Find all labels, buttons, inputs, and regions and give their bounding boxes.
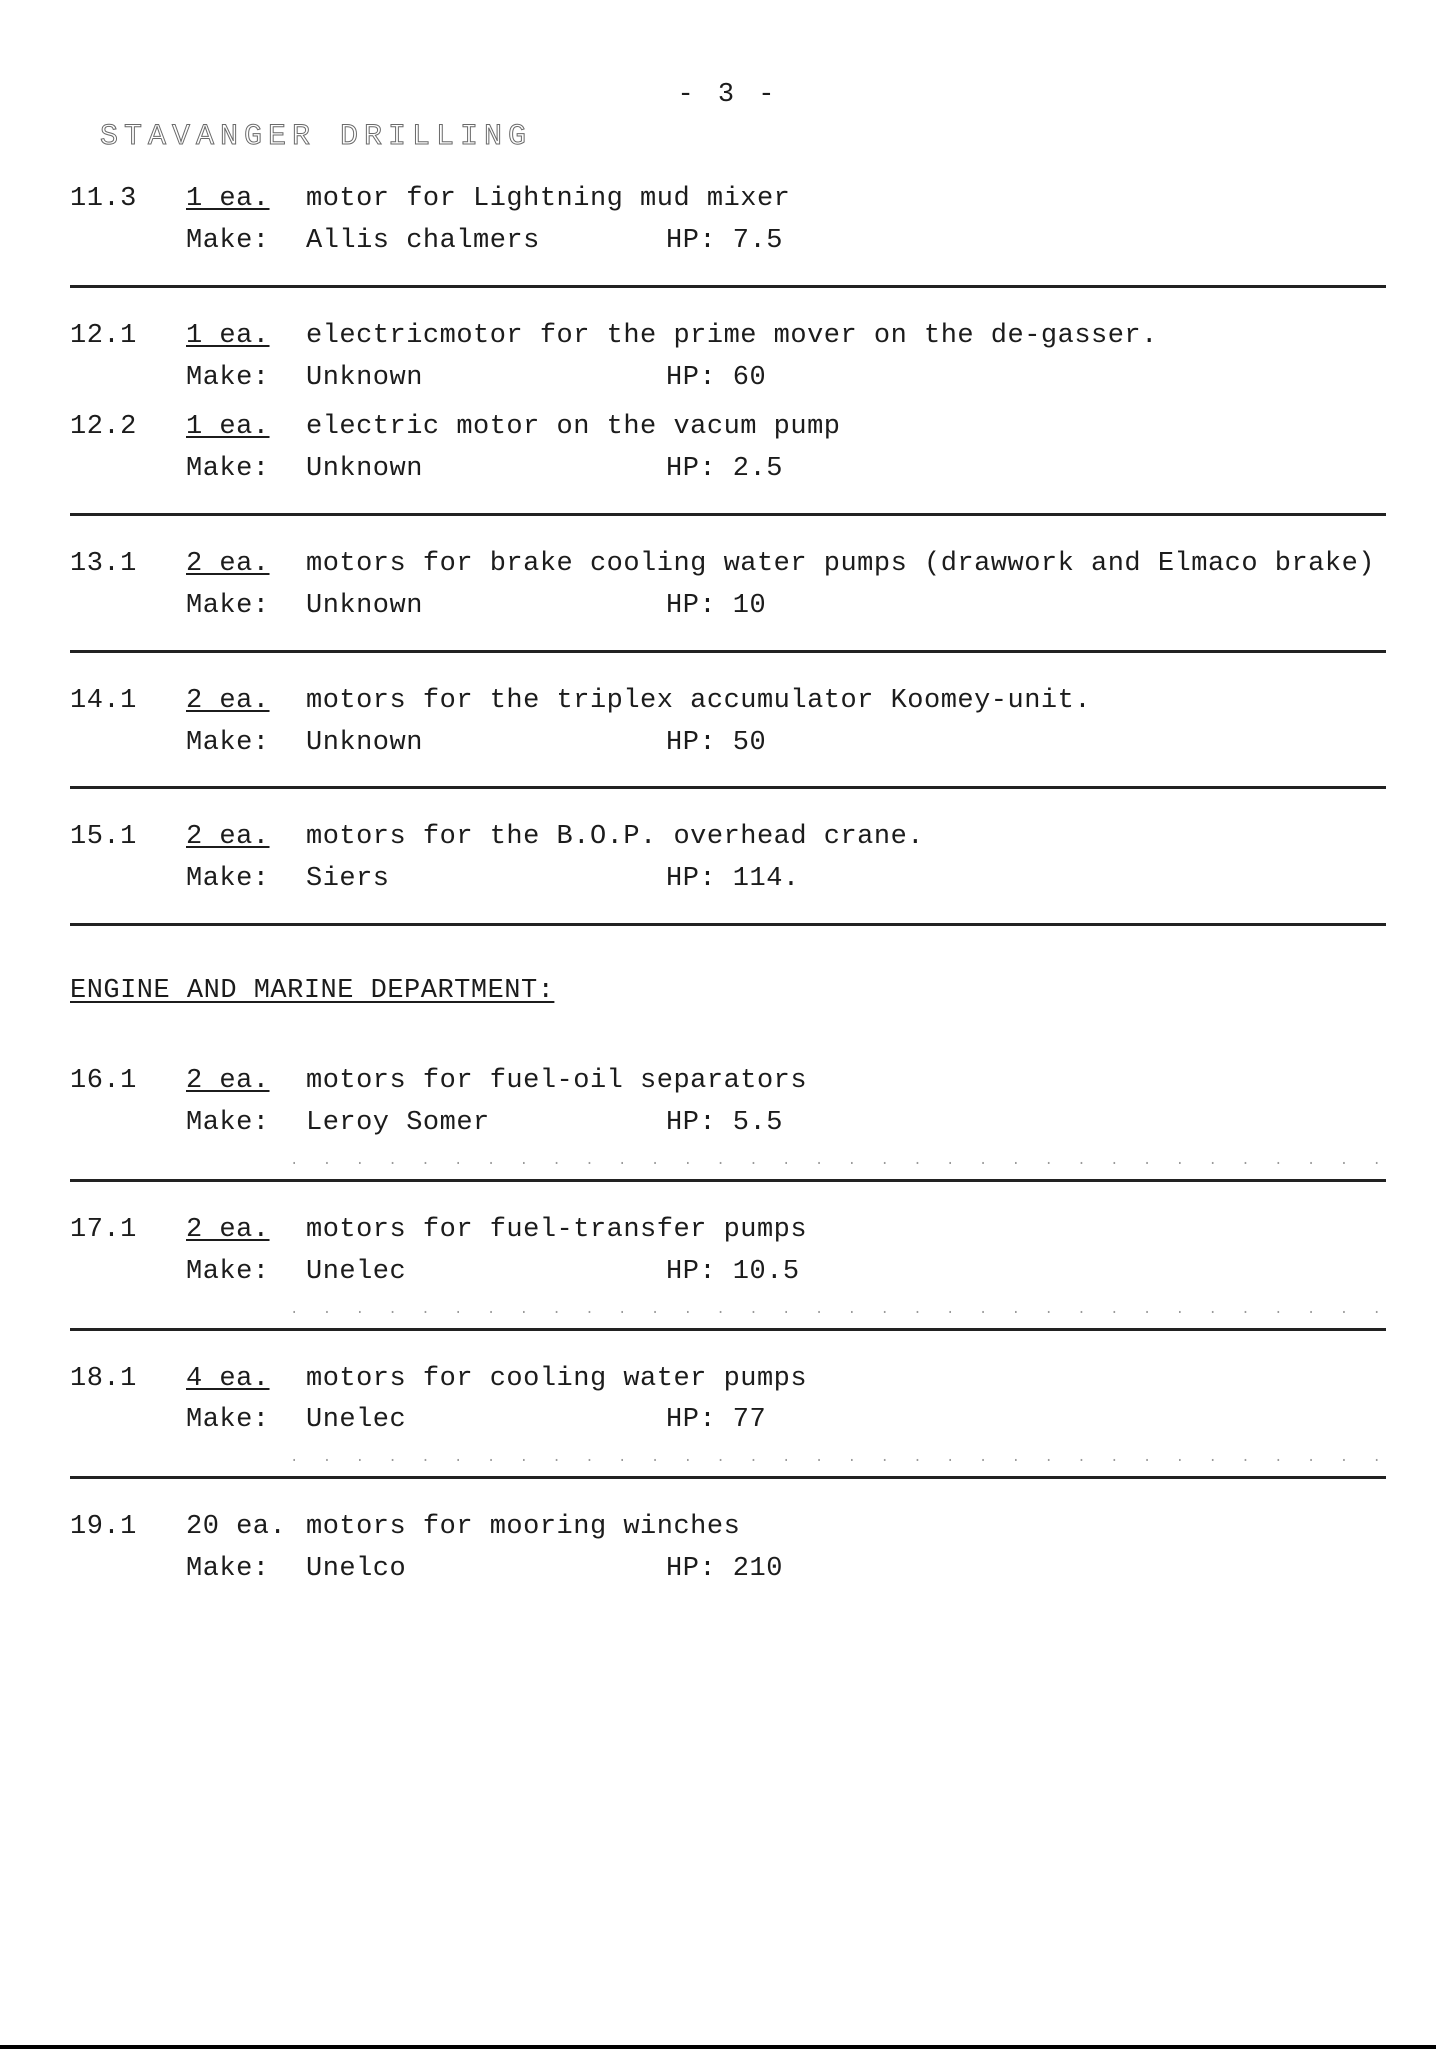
hp-value: HP: 60: [666, 358, 1386, 400]
item-qty: 20 ea.: [186, 1507, 306, 1549]
make-value: Unelec: [306, 1400, 666, 1442]
page-bottom-edge: [0, 2045, 1436, 2049]
item-qty: 1 ea.: [186, 407, 306, 449]
page-number: - 3 -: [70, 80, 1386, 110]
make-value: Unknown: [306, 449, 666, 491]
item-number: 13.1: [70, 544, 186, 586]
item-number: 17.1: [70, 1210, 186, 1252]
divider: [70, 650, 1386, 653]
divider: [70, 1476, 1386, 1479]
item-desc: motors for the triplex accumulator Koome…: [306, 681, 1386, 723]
dotted-rule: . . . . . . . . . . . . . . . . . . . . …: [290, 1450, 1386, 1466]
make-value: Unknown: [306, 586, 666, 628]
item-desc: motors for fuel-oil separators: [306, 1061, 1386, 1103]
item-17-1: 17.1 2 ea. motors for fuel-transfer pump…: [70, 1210, 1386, 1294]
make-label: Make:: [186, 723, 306, 765]
section-heading: ENGINE AND MARINE DEPARTMENT:: [70, 976, 1386, 1006]
item-qty: 4 ea.: [186, 1359, 306, 1401]
item-16-1: 16.1 2 ea. motors for fuel-oil separator…: [70, 1061, 1386, 1145]
make-label: Make:: [186, 1549, 306, 1591]
make-label: Make:: [186, 859, 306, 901]
item-number: 19.1: [70, 1507, 186, 1549]
item-number: 12.2: [70, 407, 186, 449]
hp-value: HP: 10: [666, 586, 1386, 628]
dotted-rule: . . . . . . . . . . . . . . . . . . . . …: [290, 1153, 1386, 1169]
item-11-3: 11.3 1 ea. motor for Lightning mud mixer…: [70, 179, 1386, 263]
make-label: Make:: [186, 1103, 306, 1145]
hp-value: HP: 114.: [666, 859, 1386, 901]
hp-value: HP: 5.5: [666, 1103, 1386, 1145]
make-value: Unelec: [306, 1252, 666, 1294]
hp-value: HP: 10.5: [666, 1252, 1386, 1294]
divider: [70, 1179, 1386, 1182]
item-number: 12.1: [70, 316, 186, 358]
item-qty: 2 ea.: [186, 1210, 306, 1252]
divider: [70, 923, 1386, 926]
item-number: 18.1: [70, 1359, 186, 1401]
make-value: Allis chalmers: [306, 221, 666, 263]
make-value: Unknown: [306, 358, 666, 400]
item-qty: 1 ea.: [186, 316, 306, 358]
item-desc: electric motor on the vacum pump: [306, 407, 1386, 449]
item-desc: electricmotor for the prime mover on the…: [306, 316, 1386, 358]
make-value: Leroy Somer: [306, 1103, 666, 1145]
item-qty: 2 ea.: [186, 817, 306, 859]
dotted-rule: . . . . . . . . . . . . . . . . . . . . …: [290, 1302, 1386, 1318]
hp-value: HP: 77: [666, 1400, 1386, 1442]
make-label: Make:: [186, 358, 306, 400]
item-qty: 1 ea.: [186, 179, 306, 221]
item-number: 16.1: [70, 1061, 186, 1103]
make-value: Unknown: [306, 723, 666, 765]
item-desc: motors for brake cooling water pumps (dr…: [306, 544, 1386, 586]
item-12-1: 12.1 1 ea. electricmotor for the prime m…: [70, 316, 1386, 400]
item-14-1: 14.1 2 ea. motors for the triplex accumu…: [70, 681, 1386, 765]
hp-value: HP: 210: [666, 1549, 1386, 1591]
item-number: 14.1: [70, 681, 186, 723]
item-number: 15.1: [70, 817, 186, 859]
item-qty: 2 ea.: [186, 1061, 306, 1103]
item-number: 11.3: [70, 179, 186, 221]
make-label: Make:: [186, 221, 306, 263]
item-desc: motors for cooling water pumps: [306, 1359, 1386, 1401]
divider: [70, 786, 1386, 789]
make-label: Make:: [186, 1252, 306, 1294]
item-desc: motors for mooring winches: [306, 1507, 1386, 1549]
item-desc: motor for Lightning mud mixer: [306, 179, 1386, 221]
item-qty: 2 ea.: [186, 544, 306, 586]
item-19-1: 19.1 20 ea. motors for mooring winches M…: [70, 1507, 1386, 1591]
divider: [70, 285, 1386, 288]
make-label: Make:: [186, 1400, 306, 1442]
item-15-1: 15.1 2 ea. motors for the B.O.P. overhea…: [70, 817, 1386, 901]
make-value: Siers: [306, 859, 666, 901]
make-label: Make:: [186, 586, 306, 628]
make-value: Unelco: [306, 1549, 666, 1591]
hp-value: HP: 7.5: [666, 221, 1386, 263]
item-desc: motors for the B.O.P. overhead crane.: [306, 817, 1386, 859]
item-12-2: 12.2 1 ea. electric motor on the vacum p…: [70, 407, 1386, 491]
item-qty: 2 ea.: [186, 681, 306, 723]
make-label: Make:: [186, 449, 306, 491]
item-18-1: 18.1 4 ea. motors for cooling water pump…: [70, 1359, 1386, 1443]
hp-value: HP: 50: [666, 723, 1386, 765]
item-desc: motors for fuel-transfer pumps: [306, 1210, 1386, 1252]
item-13-1: 13.1 2 ea. motors for brake cooling wate…: [70, 544, 1386, 628]
document-page: - 3 - STAVANGER DRILLING 11.3 1 ea. moto…: [0, 0, 1436, 1659]
hp-value: HP: 2.5: [666, 449, 1386, 491]
divider: [70, 513, 1386, 516]
company-heading: STAVANGER DRILLING: [100, 120, 1386, 154]
divider: [70, 1328, 1386, 1331]
